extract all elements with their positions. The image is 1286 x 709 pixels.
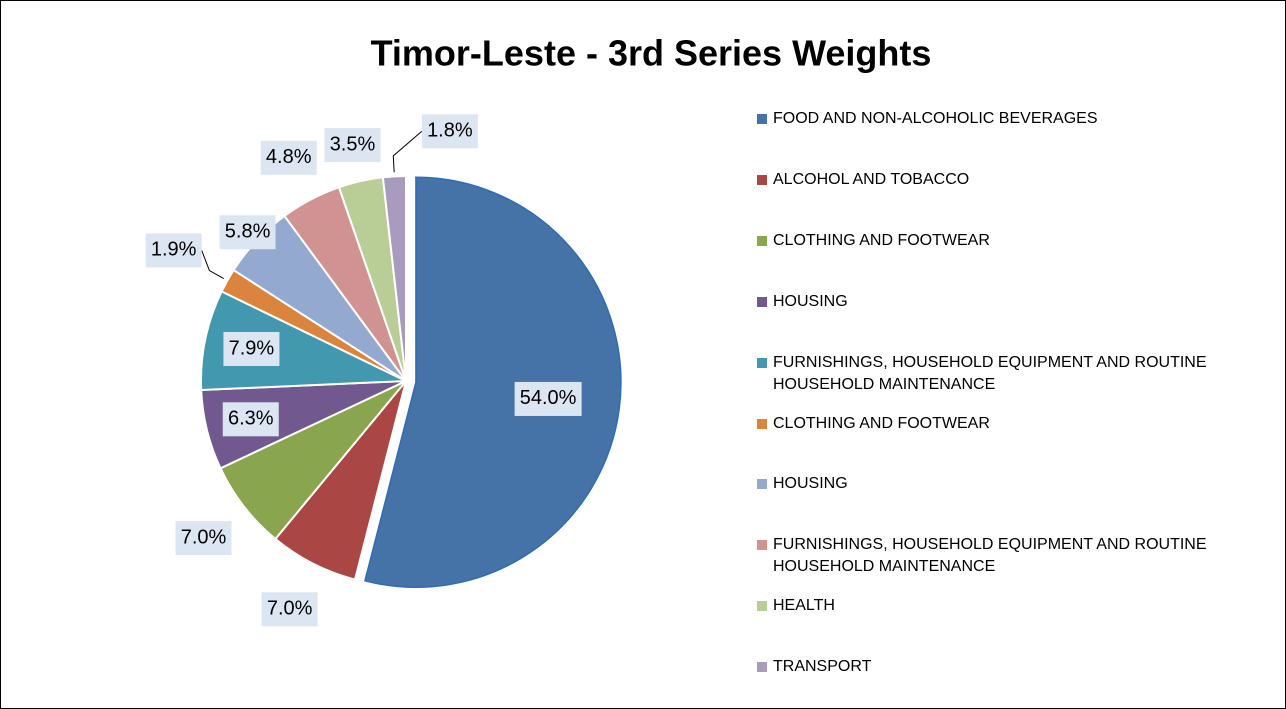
legend-label: HOUSING [773, 292, 848, 310]
data-label-bg [514, 381, 582, 416]
data-label: 3.5% [330, 133, 376, 155]
legend-label: CLOTHING AND FOOTWEAR [773, 231, 990, 249]
legend-swatch [757, 662, 767, 673]
legend-swatch [757, 114, 767, 124]
data-label: 4.8% [266, 146, 312, 168]
legend-item: HEALTH [757, 595, 1267, 617]
data-label: 1.8% [427, 120, 473, 142]
pie-slice [381, 174, 407, 382]
data-label: 5.8% [225, 221, 271, 243]
legend-swatch [757, 479, 767, 490]
legend-item: CLOTHING AND FOOTWEAR [757, 230, 1267, 252]
legend-item: FOOD AND NON-ALCOHOLIC BEVERAGES [757, 108, 1267, 130]
leader-line [201, 250, 224, 279]
legend-label: HOUSING [773, 475, 848, 493]
legend-label: ALCOHOL AND TOBACCO [773, 170, 970, 188]
chart-title: Timor-Leste - 3rd Series Weights [371, 33, 932, 74]
legend-item: FURNISHINGS, HOUSEHOLD EQUIPMENT AND ROU… [757, 534, 1267, 578]
data-label-bg [421, 114, 478, 149]
data-label-bg [261, 592, 318, 627]
legend-item: CLOTHING AND FOOTWEAR [757, 413, 1267, 435]
legend-item: HOUSING [757, 291, 1267, 313]
legend-label: HEALTH [773, 597, 835, 615]
data-label: 1.9% [151, 239, 197, 261]
legend-label: TRANSPORT [773, 658, 872, 676]
data-label-bg [324, 128, 381, 163]
legend-label: FOOD AND NON-ALCOHOLIC BEVERAGES [773, 110, 1098, 127]
legend-swatch [757, 296, 767, 307]
legend-swatch [757, 174, 767, 185]
data-label-bg [223, 331, 280, 366]
leader-line [392, 130, 423, 173]
data-label-bg [145, 233, 202, 268]
legend-item: HOUSING [757, 473, 1267, 495]
legend-swatch [757, 235, 767, 246]
data-label: 7.0% [267, 598, 313, 620]
data-label: 54.0% [520, 387, 577, 409]
legend-swatch [757, 418, 767, 429]
data-label-bg [222, 402, 279, 437]
legend-swatch [757, 540, 767, 551]
legend-item: ALCOHOL AND TOBACCO [757, 169, 1267, 191]
legend-label: FURNISHINGS, HOUSEHOLD EQUIPMENT AND ROU… [773, 536, 1207, 576]
legend-swatch [757, 601, 767, 612]
legend-label: FURNISHINGS, HOUSEHOLD EQUIPMENT AND ROU… [773, 353, 1207, 393]
data-label-bg [175, 521, 232, 556]
legend-item: TRANSPORT [757, 656, 1267, 678]
data-label: 7.9% [229, 337, 275, 359]
data-label-bg [219, 215, 276, 250]
data-label-bg [260, 140, 317, 175]
legend-swatch [757, 357, 767, 368]
legend-label: CLOTHING AND FOOTWEAR [773, 414, 990, 432]
legend-item: FURNISHINGS, HOUSEHOLD EQUIPMENT AND ROU… [757, 352, 1267, 396]
data-label: 6.3% [228, 408, 274, 430]
pie-slice [364, 176, 622, 588]
data-label: 7.0% [181, 526, 227, 548]
